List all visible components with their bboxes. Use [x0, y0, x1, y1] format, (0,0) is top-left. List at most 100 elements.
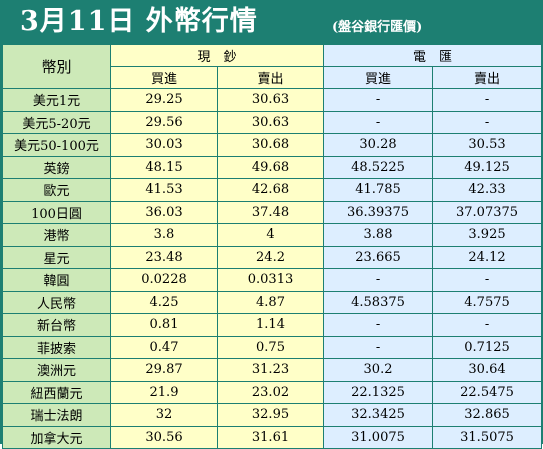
- wire-buy-cell: 22.1325: [323, 380, 434, 404]
- wire-buy-cell: 36.39375: [323, 200, 434, 224]
- wire-sell-cell: 4.7575: [432, 290, 543, 314]
- wire-buy-cell: 23.665: [323, 245, 434, 269]
- table-row: 人民幣 4.25 4.87 4.58375 4.7575: [2, 290, 543, 314]
- cash-sell-cell: 4.87: [216, 290, 325, 314]
- table-row: 澳洲元 29.87 31.23 30.2 30.64: [2, 358, 543, 382]
- wire-buy-cell: 4.58375: [323, 290, 434, 314]
- wire-buy-cell: -: [323, 313, 434, 337]
- currency-name-cell: 人民幣: [2, 290, 111, 314]
- cash-buy-header: 買進: [110, 66, 218, 89]
- wire-buy-cell: 3.88: [323, 223, 434, 247]
- table-row: 歐元 41.53 42.68 41.785 42.33: [2, 178, 543, 202]
- currency-name-cell: 美元1元: [2, 88, 111, 112]
- cash-sell-cell: 24.2: [216, 245, 325, 269]
- wire-buy-cell: -: [323, 110, 434, 134]
- wire-sell-cell: 42.33: [432, 178, 543, 202]
- cash-buy-cell: 29.56: [110, 110, 218, 134]
- table-row: 新台幣 0.81 1.14- -: [2, 313, 543, 337]
- cash-sell-cell: 31.61: [216, 425, 325, 449]
- wire-sell-cell: 30.64: [432, 358, 543, 382]
- wire-sell-header: 賣出: [432, 66, 543, 89]
- cash-sell-cell: 0.0313: [216, 268, 325, 292]
- currency-name-cell: 紐西蘭元: [2, 380, 111, 404]
- wire-buy-cell: 30.2: [323, 358, 434, 382]
- currency-name-cell: 美元5-20元: [2, 110, 111, 134]
- currency-name-cell: 美元50-100元: [2, 133, 111, 157]
- table-row: 美元5-20元 29.56 30.63- -: [2, 110, 543, 134]
- wire-sell-cell: 37.07375: [432, 200, 543, 224]
- wire-buy-cell: -: [323, 335, 434, 359]
- wire-buy-cell: -: [323, 268, 434, 292]
- table-row: 瑞士法朗 32 32.95 32.3425 32.865: [2, 403, 543, 427]
- title-bar: 3月11日 外幣行情 (盤谷銀行匯價): [0, 0, 543, 44]
- cash-buy-cell: 21.9: [110, 380, 218, 404]
- currency-name-cell: 菲披索: [2, 335, 111, 359]
- wire-sell-cell: -: [432, 313, 543, 337]
- wire-sell-cell: -: [432, 110, 543, 134]
- table-row: 100日圓 36.03 37.48 36.39375 37.07375: [2, 200, 543, 224]
- wire-group-header: 電 匯: [323, 44, 543, 67]
- currency-column-header: 幣別: [2, 44, 111, 89]
- currency-name-cell: 瑞士法朗: [2, 403, 111, 427]
- wire-buy-cell: 32.3425: [323, 403, 434, 427]
- cash-sell-cell: 49.68: [216, 155, 325, 179]
- cash-sell-cell: 1.14: [216, 313, 325, 337]
- wire-sell-cell: 24.12: [432, 245, 543, 269]
- currency-name-cell: 英鎊: [2, 155, 111, 179]
- table-row: 美元1元 29.25 30.63- -: [2, 88, 543, 112]
- wire-sell-cell: 3.925: [432, 223, 543, 247]
- currency-name-cell: 韓圓: [2, 268, 111, 292]
- cash-buy-cell: 29.25: [110, 88, 218, 112]
- wire-sell-cell: 0.7125: [432, 335, 543, 359]
- cash-sell-cell: 37.48: [216, 200, 325, 224]
- wire-buy-cell: 41.785: [323, 178, 434, 202]
- currency-name-cell: 港幣: [2, 223, 111, 247]
- wire-sell-cell: 30.53: [432, 133, 543, 157]
- table-row: 港幣 3.8 4 3.88 3.925: [2, 223, 543, 247]
- cash-buy-cell: 48.15: [110, 155, 218, 179]
- cash-sell-cell: 42.68: [216, 178, 325, 202]
- cash-sell-cell: 31.23: [216, 358, 325, 382]
- cash-buy-cell: 32: [110, 403, 218, 427]
- wire-buy-cell: 31.0075: [323, 425, 434, 449]
- table-row: 菲披索 0.47 0.75-0.7125: [2, 335, 543, 359]
- cash-sell-header: 賣出: [216, 66, 325, 89]
- cash-sell-cell: 30.68: [216, 133, 325, 157]
- cash-sell-cell: 30.63: [216, 88, 325, 112]
- header-row-sub: 買進 賣出 買進 賣出: [3, 66, 543, 89]
- cash-group-header: 現 鈔: [109, 44, 325, 67]
- cash-sell-cell: 23.02: [216, 380, 325, 404]
- cash-buy-cell: 30.56: [110, 425, 218, 449]
- wire-sell-cell: -: [432, 268, 543, 292]
- cash-sell-cell: 4: [216, 223, 325, 247]
- header-row-groups: 幣別 現 鈔 電 匯: [2, 44, 543, 89]
- cash-sell-cell: 0.75: [216, 335, 325, 359]
- wire-buy-header: 買進: [323, 66, 434, 89]
- cash-sell-cell: 30.63: [216, 110, 325, 134]
- wire-sell-cell: 49.125: [432, 155, 543, 179]
- cash-buy-cell: 36.03: [110, 200, 218, 224]
- currency-name-cell: 100日圓: [2, 200, 111, 224]
- exchange-rate-table: 幣別 現 鈔 電 匯 買進 賣出 買進 賣出 美元1元 29.25 30.63- - 美…: [2, 44, 543, 449]
- cash-buy-cell: 4.25: [110, 290, 218, 314]
- cash-buy-cell: 23.48: [110, 245, 218, 269]
- table-row: 美元50-100元 30.03 30.68 30.28 30.53: [2, 133, 543, 157]
- currency-name-cell: 星元: [2, 245, 111, 269]
- table-row: 加拿大元 30.56 31.61 31.0075 31.5075: [2, 425, 543, 449]
- wire-sell-cell: 31.5075: [432, 425, 543, 449]
- cash-buy-cell: 29.87: [110, 358, 218, 382]
- cash-buy-cell: 41.53: [110, 178, 218, 202]
- table-row: 紐西蘭元 21.9 23.02 22.1325 22.5475: [2, 380, 543, 404]
- table-row: 英鎊 48.15 49.68 48.5225 49.125: [2, 155, 543, 179]
- wire-sell-cell: 32.865: [432, 403, 543, 427]
- currency-name-cell: 加拿大元: [2, 425, 111, 449]
- cash-buy-cell: 0.47: [110, 335, 218, 359]
- table-row: 韓圓 0.0228 0.0313- -: [2, 268, 543, 292]
- cash-buy-cell: 0.81: [110, 313, 218, 337]
- currency-name-cell: 歐元: [2, 178, 111, 202]
- cash-buy-cell: 30.03: [110, 133, 218, 157]
- page-title: 3月11日 外幣行情: [20, 6, 258, 37]
- cash-buy-cell: 0.0228: [110, 268, 218, 292]
- table-row: 星元 23.48 24.2 23.665 24.12: [2, 245, 543, 269]
